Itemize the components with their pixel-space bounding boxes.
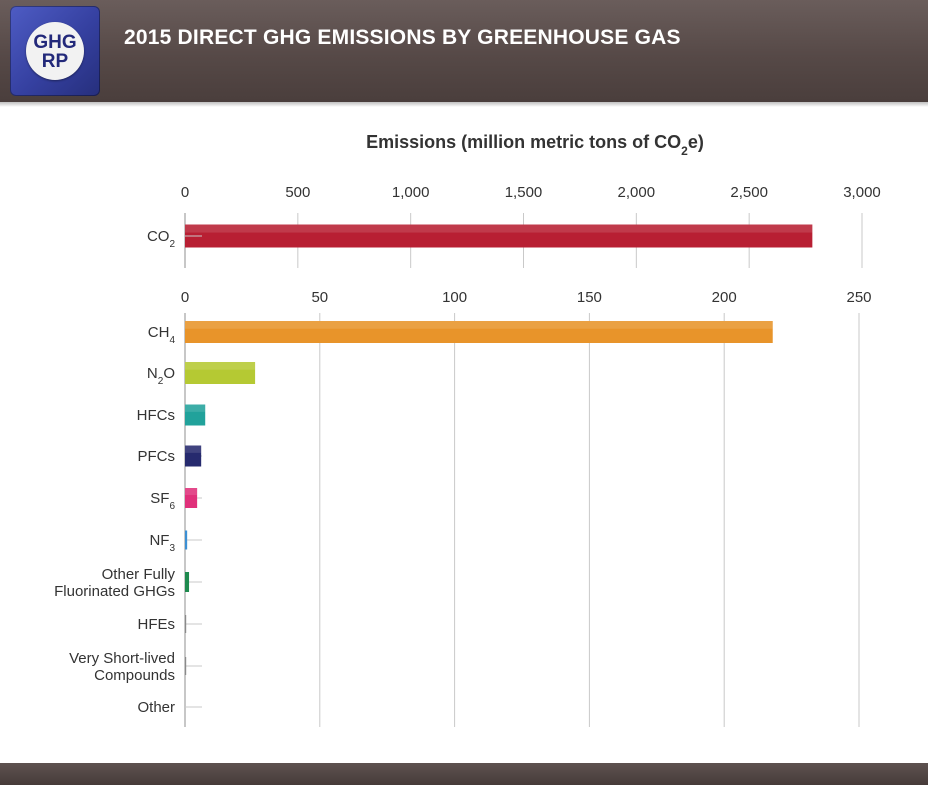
x-tick-label: 250 xyxy=(846,289,871,306)
bar-ch xyxy=(185,321,773,343)
logo-line-2: RP xyxy=(41,51,69,72)
category-label: Other Fully Fluorinated GHGs xyxy=(54,566,175,600)
x-tick-label: 50 xyxy=(311,289,328,306)
bar-hfes xyxy=(185,615,187,633)
bar-pfcs-highlight xyxy=(185,445,202,453)
page-title: 2015 DIRECT GHG EMISSIONS BY GREENHOUSE … xyxy=(124,26,681,49)
category-label: Very Short-lived Compounds xyxy=(69,650,175,684)
x-tick-label: 1,000 xyxy=(392,184,430,201)
category-label: Other xyxy=(137,699,175,716)
x-tick-label: 500 xyxy=(285,184,310,201)
x-tick-label: 0 xyxy=(181,184,189,201)
ghgrp-logo: GHG RP xyxy=(10,6,100,96)
bar-n-highlight xyxy=(185,362,256,370)
header-bar: GHG RP 2015 DIRECT GHG EMISSIONS BY GREE… xyxy=(0,0,928,102)
x-tick-label: 200 xyxy=(712,289,737,306)
bar-very-short-lived-compounds xyxy=(185,657,187,675)
category-label: SF6 xyxy=(150,490,175,512)
footer-bar xyxy=(0,763,928,785)
category-label: PFCs xyxy=(138,448,176,465)
x-tick-label: 100 xyxy=(442,289,467,306)
x-tick-label: 0 xyxy=(181,289,189,306)
x-tick-label: 2,500 xyxy=(730,184,768,201)
bar-sf-highlight xyxy=(185,488,198,495)
x-tick-label: 3,000 xyxy=(843,184,881,201)
bar-hfcs xyxy=(185,404,206,426)
x-tick-label: 150 xyxy=(577,289,602,306)
header-shadow xyxy=(0,102,928,107)
x-tick-label: 1,500 xyxy=(505,184,543,201)
logo-badge: GHG RP xyxy=(26,22,84,80)
bar-co2-highlight xyxy=(185,224,813,233)
category-label: N2O xyxy=(147,365,175,387)
x-tick-label: 2,000 xyxy=(618,184,656,201)
logo-line-1: GHG xyxy=(33,32,77,53)
bar-sf xyxy=(185,488,198,508)
bar-hfcs-highlight xyxy=(185,404,206,412)
category-label: NF3 xyxy=(149,532,175,554)
category-label: CH4 xyxy=(148,324,176,346)
bar-ch-highlight xyxy=(185,321,773,329)
bar-pfcs xyxy=(185,445,202,467)
category-label: HFEs xyxy=(138,616,176,633)
category-label: HFCs xyxy=(137,407,175,424)
chart-title: Emissions (million metric tons of CO2e) xyxy=(366,132,704,158)
bar-n xyxy=(185,362,256,384)
bar-other-fully-fluorinated-ghgs xyxy=(185,572,190,592)
bar-co2 xyxy=(185,224,813,248)
category-label: CO2 xyxy=(147,228,176,250)
bar-nf xyxy=(185,530,188,550)
